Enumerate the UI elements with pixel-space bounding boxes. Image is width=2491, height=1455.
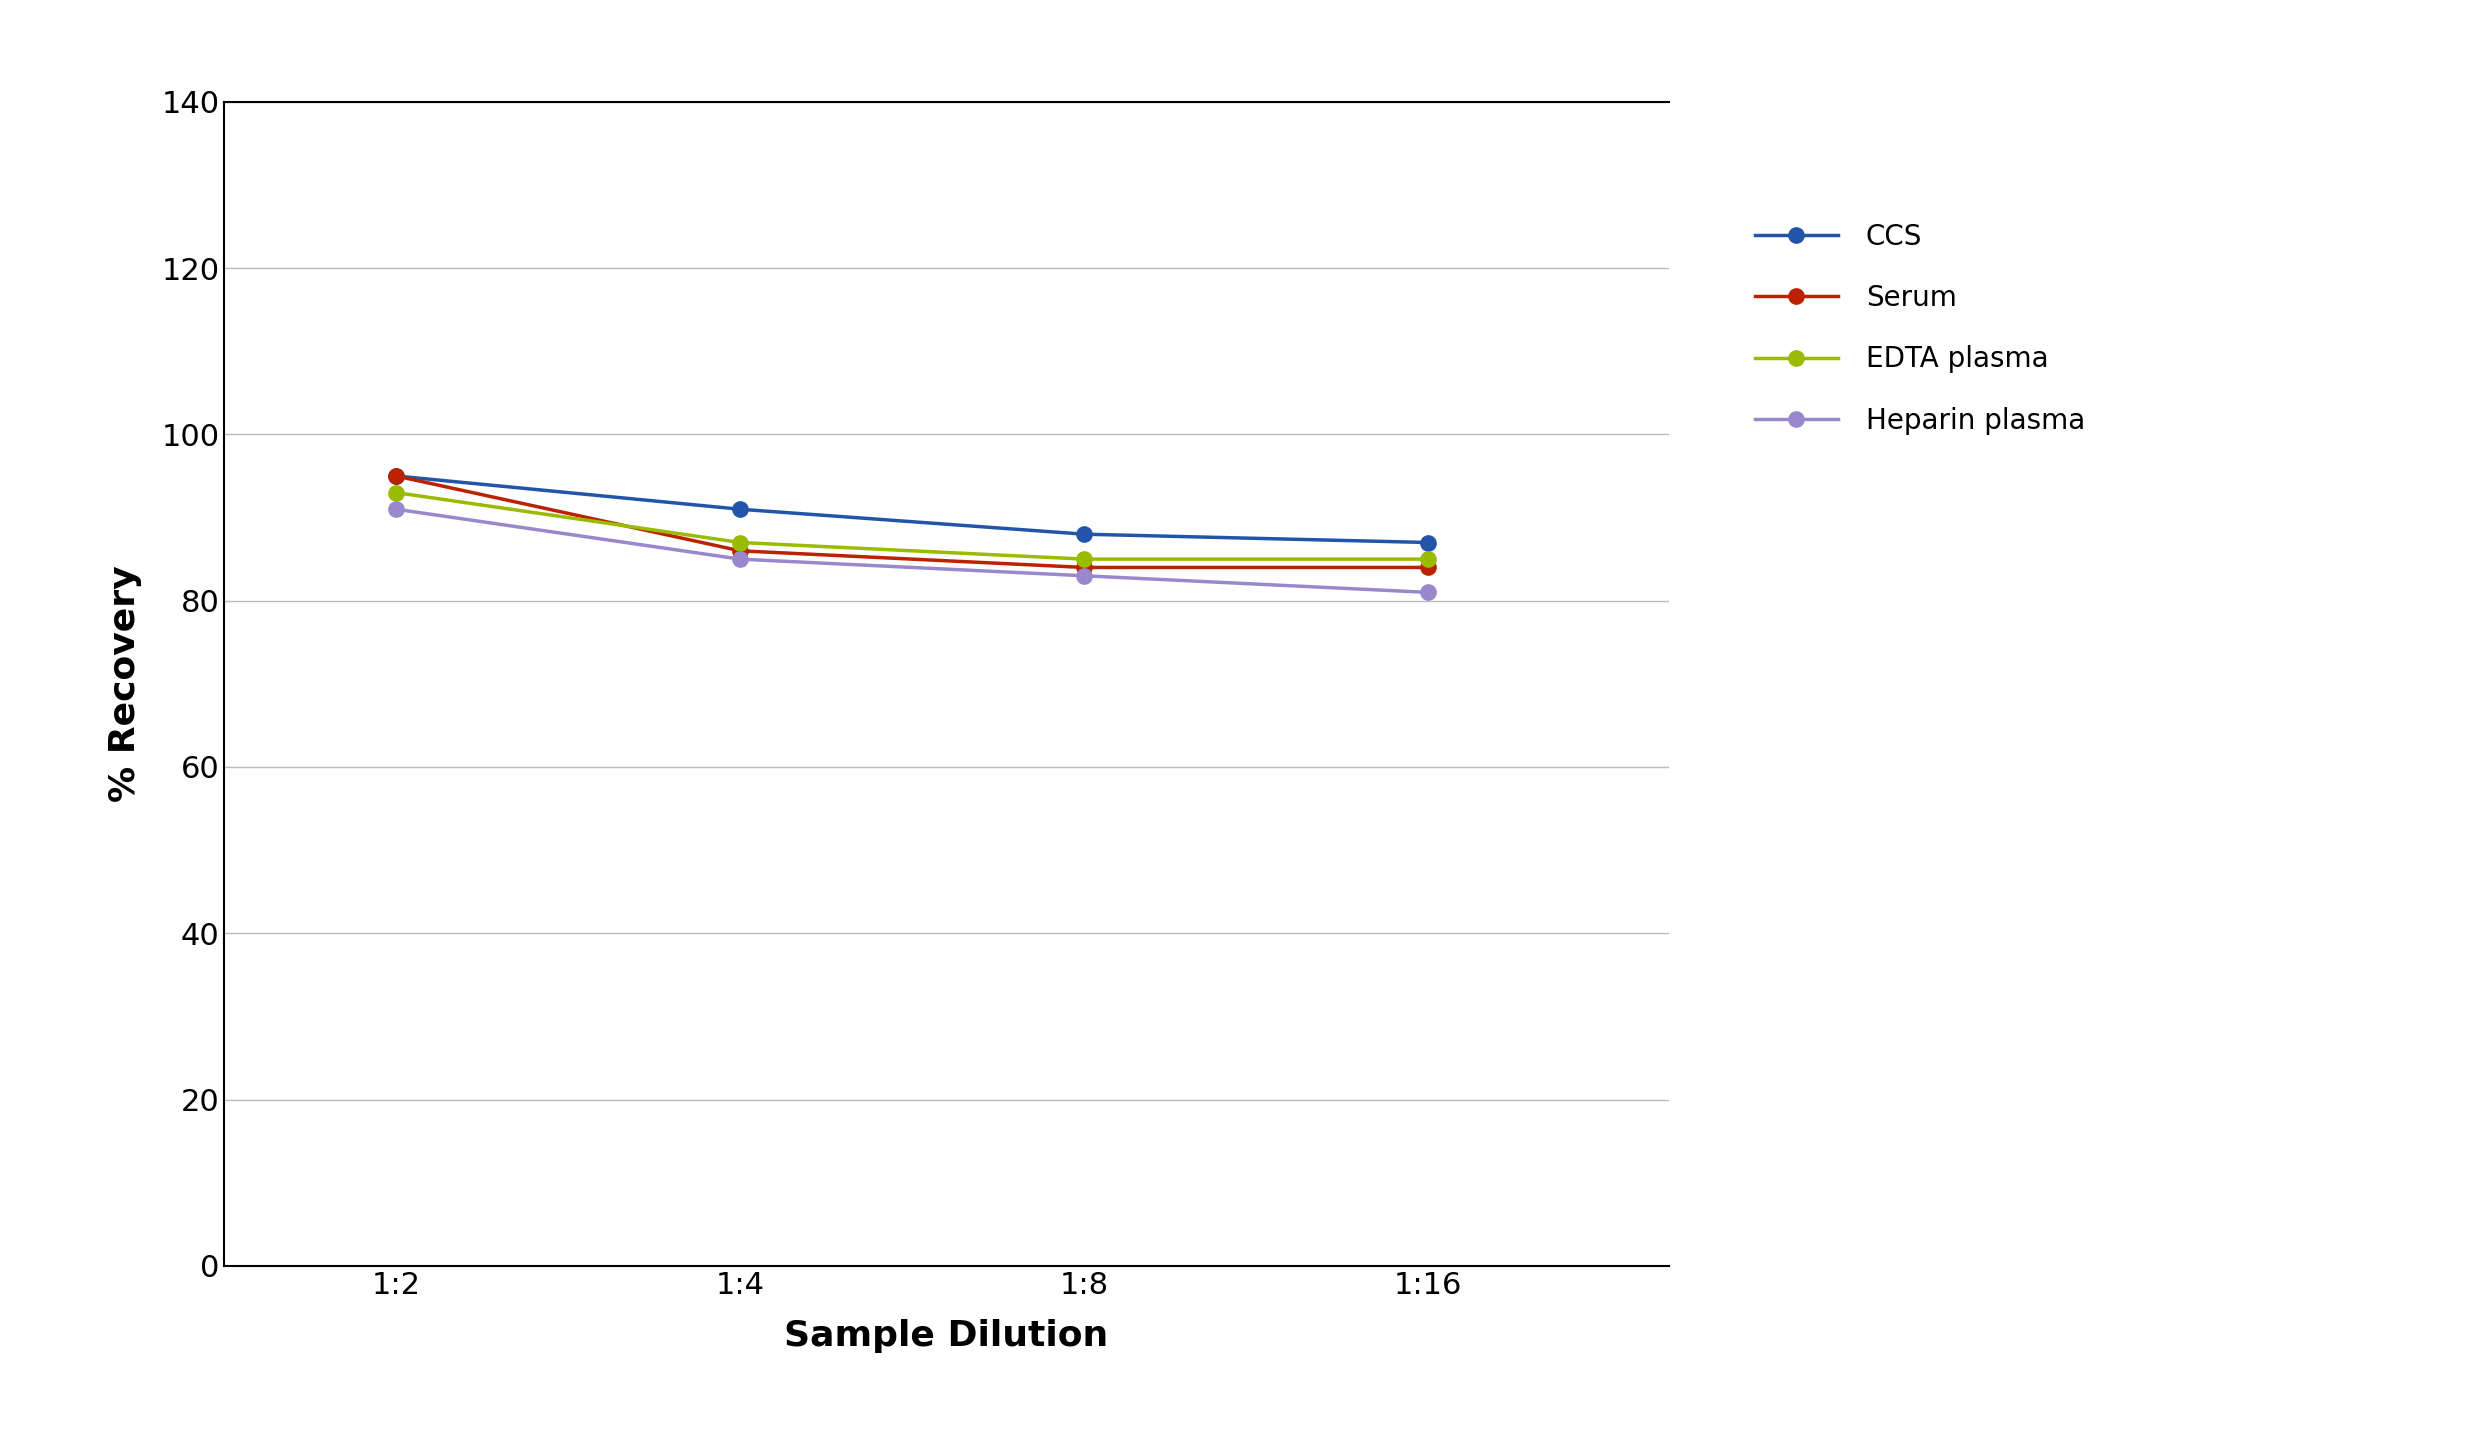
Heparin plasma: [1069, 567, 1099, 585]
CCS: [725, 501, 755, 518]
Serum: [1069, 559, 1099, 576]
Heparin plasma: [725, 550, 755, 567]
Serum: [1412, 559, 1442, 576]
Serum: [381, 467, 411, 485]
Line: EDTA plasma: EDTA plasma: [389, 485, 1435, 567]
CCS: [1412, 534, 1442, 551]
EDTA plasma: [1069, 550, 1099, 567]
Heparin plasma: [1412, 583, 1442, 601]
CCS: [381, 467, 411, 485]
Legend: CCS, Serum, EDTA plasma, Heparin plasma: CCS, Serum, EDTA plasma, Heparin plasma: [1741, 210, 2100, 448]
X-axis label: Sample Dilution: Sample Dilution: [785, 1320, 1108, 1353]
Y-axis label: % Recovery: % Recovery: [107, 566, 142, 802]
Line: Serum: Serum: [389, 469, 1435, 575]
EDTA plasma: [381, 485, 411, 502]
Serum: [725, 543, 755, 560]
Line: CCS: CCS: [389, 469, 1435, 550]
EDTA plasma: [1412, 550, 1442, 567]
Heparin plasma: [381, 501, 411, 518]
EDTA plasma: [725, 534, 755, 551]
CCS: [1069, 525, 1099, 543]
Line: Heparin plasma: Heparin plasma: [389, 502, 1435, 599]
